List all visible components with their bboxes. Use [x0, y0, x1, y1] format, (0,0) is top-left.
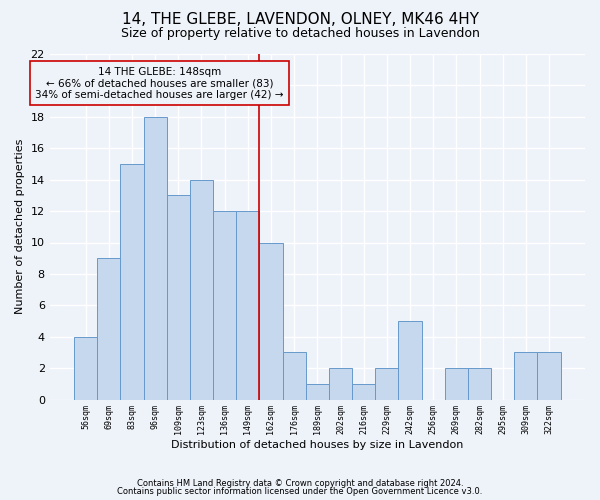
Bar — [74, 337, 97, 400]
Bar — [468, 368, 491, 400]
Bar — [213, 211, 236, 400]
Text: Contains HM Land Registry data © Crown copyright and database right 2024.: Contains HM Land Registry data © Crown c… — [137, 478, 463, 488]
Bar — [514, 352, 538, 400]
Y-axis label: Number of detached properties: Number of detached properties — [15, 139, 25, 314]
Text: 14 THE GLEBE: 148sqm
← 66% of detached houses are smaller (83)
34% of semi-detac: 14 THE GLEBE: 148sqm ← 66% of detached h… — [35, 66, 284, 100]
Bar — [236, 211, 259, 400]
X-axis label: Distribution of detached houses by size in Lavendon: Distribution of detached houses by size … — [171, 440, 464, 450]
Bar — [375, 368, 398, 400]
Bar — [538, 352, 560, 400]
Bar — [329, 368, 352, 400]
Bar — [306, 384, 329, 400]
Bar — [143, 117, 167, 400]
Bar — [352, 384, 375, 400]
Bar — [190, 180, 213, 400]
Bar — [97, 258, 121, 400]
Bar — [121, 164, 143, 400]
Bar — [398, 321, 422, 400]
Text: Contains public sector information licensed under the Open Government Licence v3: Contains public sector information licen… — [118, 487, 482, 496]
Text: Size of property relative to detached houses in Lavendon: Size of property relative to detached ho… — [121, 28, 479, 40]
Bar — [259, 242, 283, 400]
Text: 14, THE GLEBE, LAVENDON, OLNEY, MK46 4HY: 14, THE GLEBE, LAVENDON, OLNEY, MK46 4HY — [121, 12, 479, 28]
Bar — [445, 368, 468, 400]
Bar — [283, 352, 306, 400]
Bar — [167, 196, 190, 400]
